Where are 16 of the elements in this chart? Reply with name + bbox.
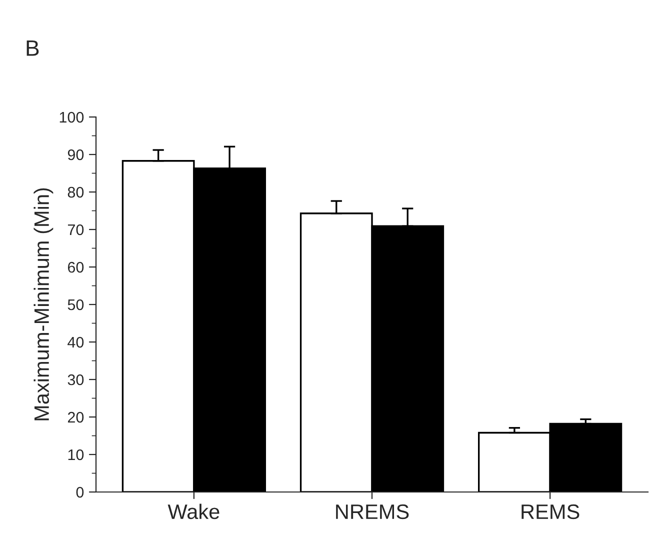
y-tick-label: 70	[68, 224, 84, 236]
x-tick-label: Wake	[168, 504, 220, 520]
y-axis-title: Maximum-Minimum (Min)	[34, 188, 54, 420]
chart-title: B	[26, 40, 39, 56]
y-tick-label: 30	[68, 374, 84, 386]
y-tick-label: 0	[76, 486, 84, 498]
y-tick-label: 100	[60, 112, 84, 123]
y-tick-label: 10	[68, 449, 84, 460]
y-tick-label: 40	[68, 336, 84, 348]
x-tick-label: NREMS	[336, 504, 409, 520]
y-tick-label: 90	[68, 149, 84, 160]
x-tick-label: REMS	[522, 504, 580, 520]
y-tick-label: 80	[68, 186, 84, 198]
y-tick-label: 20	[68, 412, 84, 423]
y-tick-label: 60	[68, 262, 84, 273]
y-tick-label: 50	[68, 299, 84, 310]
